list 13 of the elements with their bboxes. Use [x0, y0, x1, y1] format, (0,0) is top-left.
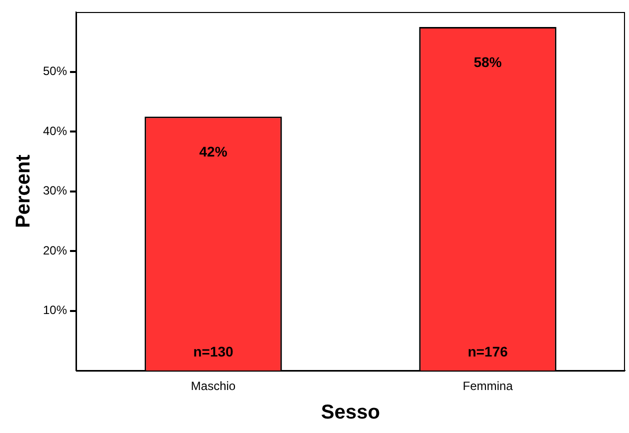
y-tick-label: 40%	[42, 124, 68, 138]
data-label: 58%	[474, 54, 502, 70]
x-tick-label: Maschio	[190, 379, 236, 394]
y-tick-label: 50%	[42, 64, 68, 78]
y-tick-label: 30%	[42, 184, 68, 198]
annotation: n=130	[193, 343, 234, 360]
y-tick-label: 20%	[42, 243, 68, 258]
x-axis-title: Sesso	[321, 402, 380, 424]
data-label: 42%	[199, 143, 228, 160]
x-tick-label: Femmina	[462, 379, 514, 394]
y-axis-title: Percent	[12, 154, 35, 228]
y-tick-label: 10%	[42, 303, 68, 318]
annotation: n=176	[468, 343, 508, 360]
